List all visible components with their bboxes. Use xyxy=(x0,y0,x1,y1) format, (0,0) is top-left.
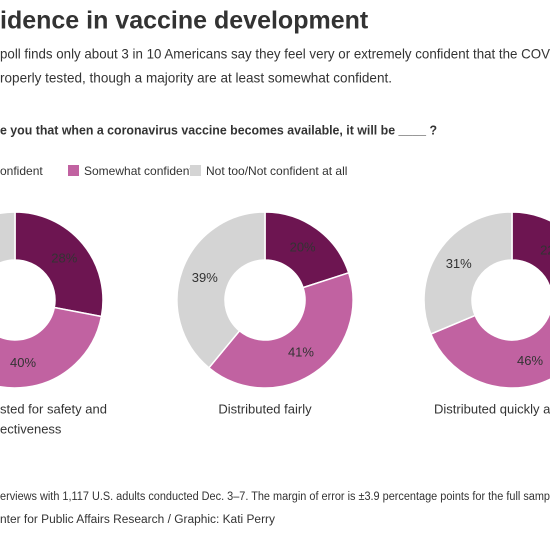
legend-swatch xyxy=(68,165,79,176)
pie-slice xyxy=(176,211,266,369)
pie-caption: sted for safety and xyxy=(0,401,107,416)
value-label: 20% xyxy=(290,240,316,255)
pie-slice xyxy=(207,271,354,389)
value-label: 31% xyxy=(446,256,472,271)
footer: erviews with 1,117 U.S. adults conducted… xyxy=(0,491,550,503)
pie-slice xyxy=(511,211,550,291)
value-label: 28% xyxy=(51,251,77,266)
value-label: 39% xyxy=(192,270,218,285)
pie-caption: ectiveness xyxy=(0,421,62,436)
pie-slice xyxy=(0,306,103,389)
value-label: 22% xyxy=(540,242,550,257)
pie-slice xyxy=(264,211,350,289)
value-label: 40% xyxy=(10,355,36,370)
subtitle: roperly tested, though a majority are at… xyxy=(0,70,392,86)
pie-caption: Distributed quickly and xyxy=(434,401,550,416)
pie-slice xyxy=(423,211,513,335)
legend-label: Not too/Not confident at all xyxy=(206,164,347,178)
subtitle: poll finds only about 3 in 10 Americans … xyxy=(0,46,550,62)
pie-caption: Distributed fairly xyxy=(218,401,312,416)
value-label: 46% xyxy=(517,353,543,368)
legend-label: onfident xyxy=(0,164,43,178)
pie-slice xyxy=(0,211,16,264)
pie-slice xyxy=(14,211,104,318)
question: e you that when a coronavirus vaccine be… xyxy=(0,122,437,137)
legend-label: Somewhat confident xyxy=(84,164,193,178)
pie-slice xyxy=(429,309,550,389)
value-label: 41% xyxy=(288,344,314,359)
title: idence in vaccine development xyxy=(0,7,369,35)
footer: nter for Public Affairs Research / Graph… xyxy=(0,514,275,526)
legend-swatch xyxy=(190,165,201,176)
